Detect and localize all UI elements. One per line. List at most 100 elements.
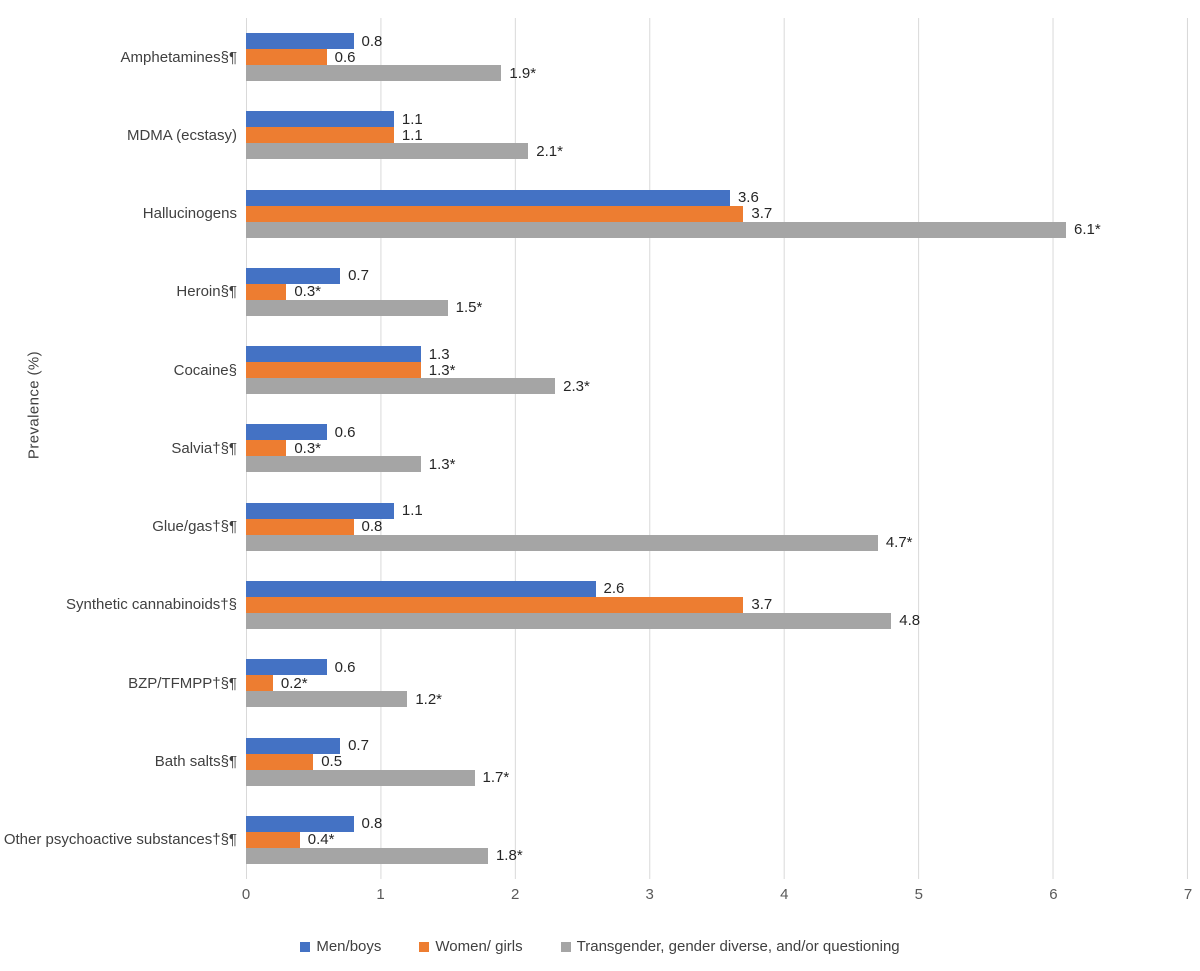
bar-men-boys [246,580,596,597]
bar-transgender-gender-diverse-questioning [246,612,892,629]
value-label: 0.3* [294,283,322,301]
value-label: 4.7* [885,534,913,552]
bar-line-women-girls: 0.2* [246,675,1187,692]
category-label: MDMA (ecstasy) [126,126,237,144]
category-bars: 0.6 0.3* 1.3* [246,409,1188,488]
bar-transgender-gender-diverse-questioning [246,65,502,82]
legend: Men/boys Women/ girls Transgender, gender … [0,938,1200,955]
value-label: 1.7* [482,769,510,787]
value-label: 0.6 [334,423,356,441]
bar-line-transgender-gender-diverse-questioning: 1.2* [246,690,1187,708]
bar-transgender-gender-diverse-questioning [246,221,1066,238]
value-label: 0.5 [321,753,343,771]
category-row: Bath salts§¶ 0.7 0.5 1.7* [0,722,1188,801]
x-tick-label: 7 [1183,886,1193,903]
category-bars: 3.6 3.7 6.1* [246,174,1188,253]
bar-line-men-boys: 0.8 [246,33,1187,50]
value-label: 1.9* [509,64,537,82]
bar-men-boys [246,346,421,363]
category-label: Glue/gas†§¶ [152,518,237,536]
category-label: Salvia†§¶ [171,439,237,457]
value-label: 1.2* [415,690,443,708]
bar-men-boys [246,267,341,284]
bar-women-girls [246,283,287,300]
bar-men-boys [246,737,341,754]
legend-item-men-boys: Men/boys [300,938,381,955]
value-label: 4.8 [899,612,921,630]
legend-label: Men/boys [316,938,382,955]
category-label: Cocaine§ [173,361,237,379]
bar-women-girls [246,49,327,66]
bar-line-men-boys: 0.6 [246,659,1187,676]
legend-swatch-men-boys [300,941,311,952]
bar-men-boys [246,424,327,441]
category-row: Hallucinogens 3.6 3.7 6.1* [0,174,1188,253]
bar-line-men-boys: 2.6 [246,580,1187,597]
x-axis-spacer [0,884,246,906]
bar-line-women-girls: 0.6 [246,49,1187,66]
category-bars: 1.1 0.8 4.7* [246,487,1188,566]
bar-men-boys [246,33,354,50]
bar-line-transgender-gender-diverse-questioning: 6.1* [246,221,1187,239]
bar-transgender-gender-diverse-questioning [246,691,408,708]
bar-line-men-boys: 1.1 [246,110,1187,128]
legend-label: Transgender, gender diverse, and/or ques… [576,938,900,955]
value-label: 1.1 [401,502,423,520]
category-label: Hallucinogens [142,205,237,223]
bar-line-men-boys: 1.3 [246,346,1187,363]
value-label: 0.3* [294,439,322,457]
legend-item-women-girls: Women/ girls [419,938,523,955]
bar-line-men-boys: 0.7 [246,737,1187,754]
bar-line-transgender-gender-diverse-questioning: 1.3* [246,456,1187,473]
category-label: Heroin§¶ [176,283,237,301]
value-label: 6.1* [1074,221,1101,239]
x-tick-label: 1 [376,886,385,903]
bar-women-girls [246,127,394,144]
bar-transgender-gender-diverse-questioning [246,143,529,160]
category-row: Glue/gas†§¶ 1.1 0.8 4.7* [0,487,1188,566]
value-label: 2.3* [563,377,590,395]
bar-line-women-girls: 0.3* [246,439,1187,457]
bar-women-girls [246,440,287,457]
value-label: 3.7 [751,205,773,223]
category-row: BZP/TFMPP†§¶ 0.6 0.2* 1.2* [0,644,1188,723]
category-bars: 1.1 1.1 2.1* [246,96,1188,175]
bar-line-women-girls: 3.7 [246,596,1187,614]
bar-transgender-gender-diverse-questioning [246,534,878,551]
legend-label: Women/ girls [435,938,523,955]
category-label: Other psychoactive substances†§¶ [3,831,237,849]
value-label: 1.8* [495,847,523,865]
bar-line-women-girls: 0.8 [246,518,1187,535]
category-row: Amphetamines§¶ 0.8 0.6 1.9* [0,18,1188,97]
legend-swatch-transgender-gender-diverse-questioning [560,941,571,952]
x-axis-ticks: 0 1 2 3 4 5 6 7 [242,884,1192,906]
value-label: 3.7 [751,596,773,614]
bar-line-transgender-gender-diverse-questioning: 4.7* [246,534,1187,552]
category-label: BZP/TFMPP†§¶ [128,674,237,692]
x-tick-label: 0 [241,886,251,903]
x-tick-label: 4 [780,886,789,903]
x-axis: 0 1 2 3 4 5 6 7 [0,884,1192,906]
bar-line-women-girls: 0.3* [246,283,1187,301]
plot-rows: Amphetamines§¶ 0.8 0.6 1.9* MDMA (ecstasy) 1.… [0,18,1188,879]
category-label: Amphetamines§¶ [120,48,237,66]
category-row: Synthetic cannabinoids†§ 2.6 3.7 4.8 [0,565,1188,645]
legend-swatch-women-girls [419,941,430,952]
bar-women-girls [246,675,273,692]
bar-line-transgender-gender-diverse-questioning: 1.7* [246,769,1187,787]
value-label: 1.1 [401,110,423,128]
bar-line-men-boys: 3.6 [246,189,1187,206]
bar-transgender-gender-diverse-questioning [246,299,448,316]
category-bars: 2.6 3.7 4.8 [246,565,1188,645]
bar-women-girls [246,753,314,770]
bar-women-girls [246,205,744,222]
bar-line-women-girls: 1.3* [246,362,1187,379]
category-row: Heroin§¶ 0.7 0.3* 1.5* [0,252,1188,332]
bar-line-women-girls: 1.1 [246,127,1187,144]
bar-women-girls [246,596,744,613]
value-label: 0.7 [348,267,369,285]
category-bars: 0.7 0.3* 1.5* [246,252,1188,332]
bar-men-boys [246,111,394,128]
bar-line-women-girls: 0.4* [246,831,1187,848]
